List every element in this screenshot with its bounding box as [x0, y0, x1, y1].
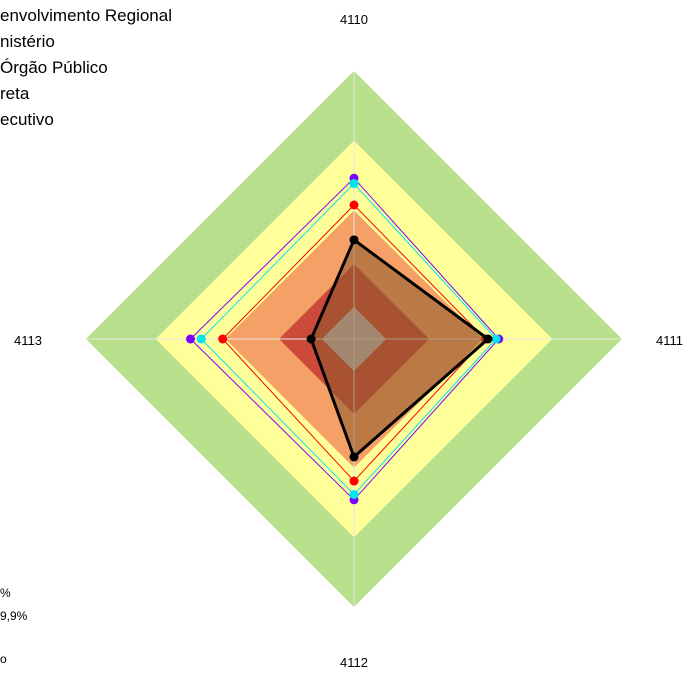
- axis-label-4113: 4113: [14, 333, 42, 348]
- axis-label-4112: 4112: [340, 655, 368, 670]
- series-point: [196, 334, 206, 344]
- legend: envolvimento Regional nistério Órgão Púb…: [0, 6, 172, 129]
- series-point: [349, 179, 359, 189]
- legend-entry: envolvimento Regional: [0, 6, 172, 25]
- legend-entry: reta: [0, 84, 30, 103]
- radar-axis-labels: 4110 4111 4112 4113: [14, 12, 683, 670]
- series-point: [491, 334, 501, 344]
- series-point: [349, 476, 359, 486]
- legend-entry: nistério: [0, 32, 55, 51]
- series-point: [349, 452, 359, 462]
- series-point: [349, 235, 359, 245]
- bottom-left-labels: % 9,9% o: [0, 586, 28, 666]
- series-point: [306, 334, 316, 344]
- series-point: [349, 200, 359, 210]
- legend-entry: ecutivo: [0, 110, 54, 129]
- series-point: [349, 489, 359, 499]
- series-point: [483, 334, 493, 344]
- radar-series: [186, 173, 504, 505]
- axis-label-4111: 4111: [656, 333, 683, 348]
- legend-entry: Órgão Público: [0, 58, 108, 77]
- fragment-label: o: [0, 652, 7, 666]
- series-point: [218, 334, 228, 344]
- series-point: [186, 334, 196, 344]
- axis-label-4110: 4110: [340, 12, 368, 27]
- percent-label: %: [0, 586, 11, 600]
- percent-value-label: 9,9%: [0, 609, 28, 623]
